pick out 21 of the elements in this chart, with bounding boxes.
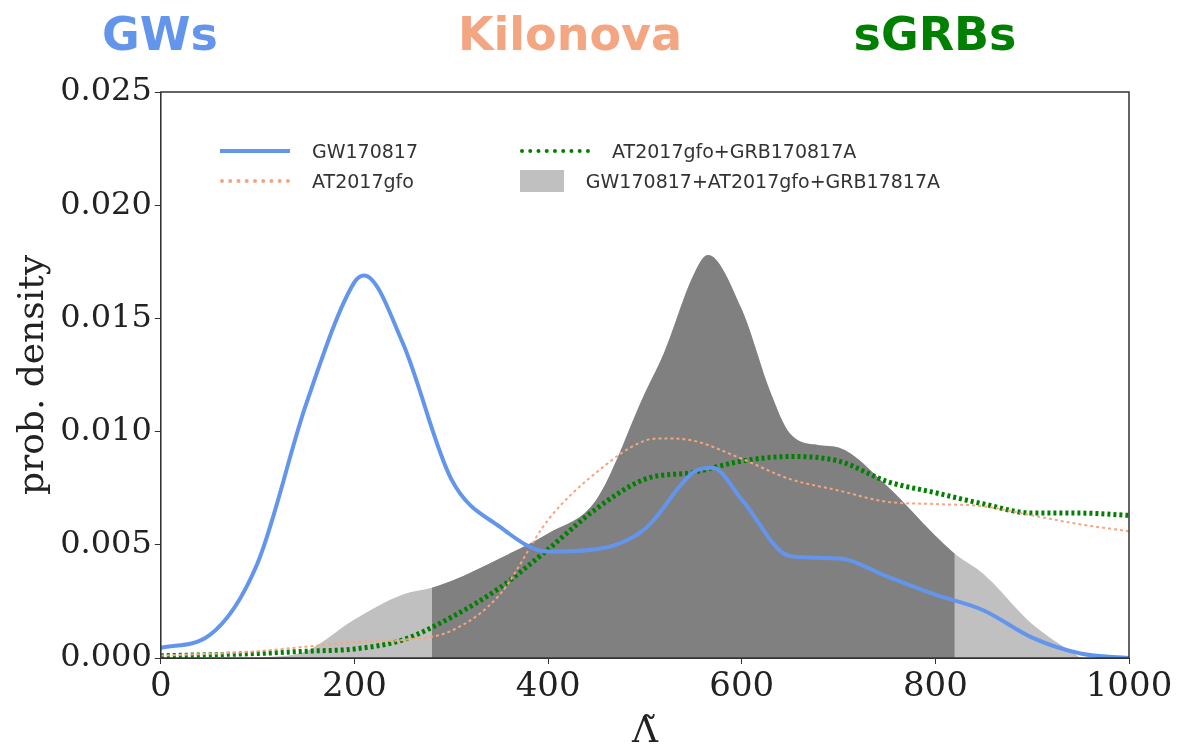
- x-tick-label: 800: [902, 664, 968, 705]
- y-tick-label: 0.000: [60, 636, 152, 675]
- y-tick-label: 0.025: [60, 70, 152, 109]
- x-tick-label: 200: [321, 664, 387, 705]
- y-tick-label: 0.020: [60, 183, 152, 222]
- x-axis-title: Λ̃: [630, 708, 659, 750]
- text: GWs: [102, 6, 218, 61]
- text: Kilonova: [457, 6, 683, 61]
- legend-label: GW170817: [312, 140, 419, 162]
- y-tick-label: 0.005: [60, 523, 152, 562]
- x-tick-label: 600: [709, 664, 775, 705]
- legend-label: AT2017gfo: [312, 170, 414, 192]
- y-axis-title: prob. density: [9, 254, 51, 496]
- y-tick-label: 0.015: [60, 296, 152, 335]
- x-tick-label: 400: [515, 664, 581, 705]
- legend-label: GW170817+AT2017gfo+GRB17817A: [585, 170, 940, 192]
- legend-label: AT2017gfo+GRB170817A: [612, 140, 857, 162]
- x-tick-label: 0: [149, 664, 172, 705]
- text: sGRBs: [853, 6, 1017, 61]
- x-tick-label: 1000: [1085, 664, 1173, 705]
- y-tick-label: 0.010: [60, 409, 152, 448]
